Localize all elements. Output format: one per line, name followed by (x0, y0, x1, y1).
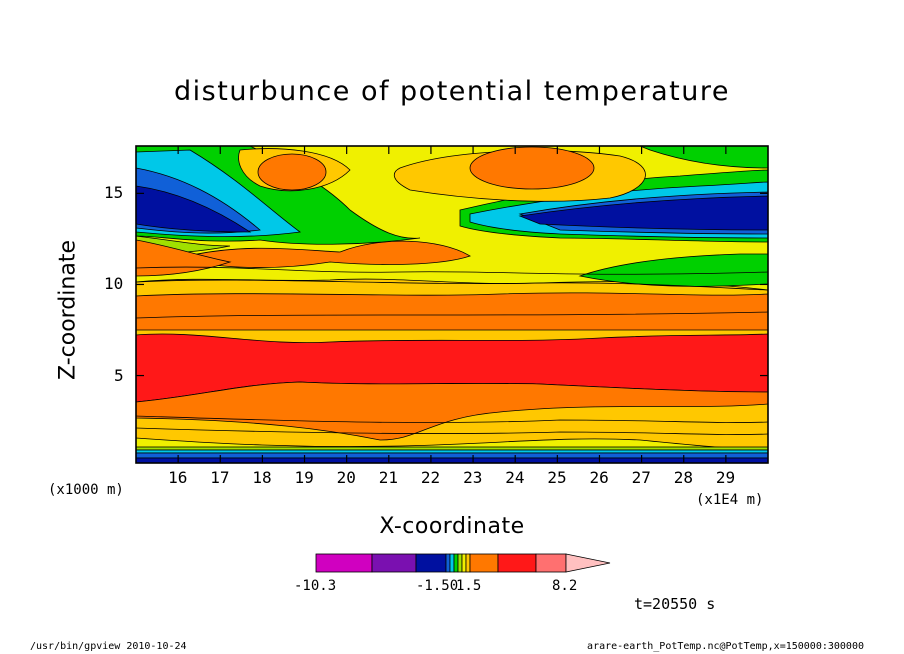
colorbar-segment (371, 553, 417, 573)
colorbar-segment (461, 553, 467, 573)
colorbar-segment (453, 553, 459, 573)
x-tick-label: 29 (715, 468, 736, 487)
time-label: t=20550 s (634, 595, 716, 613)
band-orange-upper (136, 292, 768, 331)
colorbar (315, 553, 611, 573)
colorbar-tick-label: -10.3 (294, 578, 337, 594)
contour-line (136, 279, 768, 291)
plot-frame (135, 145, 769, 464)
x-tick-label: 25 (547, 468, 567, 487)
y-tick-label: 10 (104, 274, 124, 294)
y-tick-marks (136, 192, 768, 377)
upper-navy-left (136, 185, 252, 233)
x-tick-label: 22 (420, 468, 441, 487)
colorbar-segment (497, 553, 537, 573)
x-tick-label: 18 (252, 468, 272, 487)
colorbar-segment (315, 553, 373, 573)
x-tick-label: 21 (378, 468, 399, 487)
band-green-bottom (136, 446, 768, 451)
x-tick-label: 24 (505, 468, 525, 487)
x-tick-marks (177, 146, 727, 463)
colorbar-segment (415, 553, 447, 573)
x-tick-label: 20 (336, 468, 356, 487)
colorbar-segment (449, 553, 455, 573)
footer-left: /usr/bin/gpview 2010-10-24 (30, 641, 187, 652)
footer-right: arare-earth_PotTemp.nc@PotTemp,x=150000:… (587, 641, 864, 652)
upper-orange-lens (178, 240, 471, 268)
colorbar-segment (469, 553, 499, 573)
band-navy-bottom (136, 457, 768, 463)
band-cyan-bottom (136, 449, 768, 454)
band-orange-lower (136, 381, 768, 441)
orange-blob-left (257, 153, 327, 191)
colorbar-arrow (565, 553, 611, 573)
colorbar-tick-label: 1.5 (456, 578, 482, 594)
x-tick-label: 26 (589, 468, 609, 487)
y-axis-label: Z-coordinate (55, 240, 81, 380)
colorbar-segment (535, 553, 567, 573)
colorbar-segment (457, 553, 463, 573)
x-tick-label: 16 (168, 468, 188, 487)
band-blue-bottom (136, 452, 768, 459)
colorbar-segment (445, 553, 451, 573)
y-tick-label: 15 (104, 183, 124, 203)
x-axis-label: X-coordinate (379, 514, 525, 539)
y-axis-scale-label: (x1000 m) (48, 482, 124, 498)
x-tick-label: 28 (673, 468, 693, 487)
contour-line (136, 311, 768, 319)
colorbar-tick-label: -1.50 (416, 578, 459, 594)
x-tick-label: 17 (210, 468, 230, 487)
orange-blob-right (469, 146, 595, 190)
x-axis-scale-label: (x1E4 m) (696, 492, 764, 508)
upper-green-mid-right (578, 253, 768, 287)
chart-title: disturbunce of potential temperature (174, 76, 730, 107)
colorbar-segment (465, 553, 471, 573)
contour-line (136, 427, 768, 435)
x-tick-label: 27 (631, 468, 651, 487)
x-tick-label: 19 (294, 468, 314, 487)
x-tick-label: 23 (463, 468, 483, 487)
contour-line (136, 266, 768, 275)
upper-navy-right (518, 195, 768, 231)
y-tick-label: 5 (114, 365, 124, 385)
contour-line (136, 415, 768, 423)
colorbar-tick-label: 8.2 (552, 578, 578, 594)
